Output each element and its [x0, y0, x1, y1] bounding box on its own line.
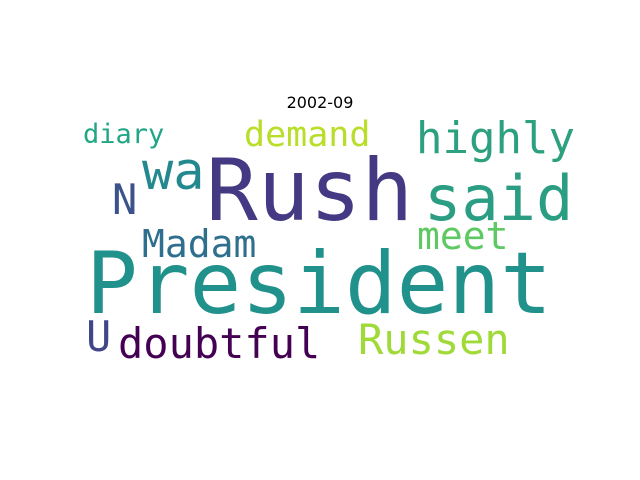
word-doubtful: doubtful — [118, 319, 320, 368]
word-wa: wa — [142, 142, 205, 202]
word-said: said — [424, 162, 573, 235]
word-rush: Rush — [206, 141, 413, 241]
word-u: U — [86, 312, 111, 361]
word-madam: Madam — [142, 222, 256, 266]
word-demand: demand — [244, 115, 370, 155]
word-highly: highly — [416, 113, 575, 164]
word-diary: diary — [83, 119, 164, 150]
word-meet: meet — [417, 214, 509, 258]
chart-title: 2002-09 — [286, 93, 354, 112]
word-n: N — [112, 175, 137, 224]
word-president: President — [86, 234, 552, 334]
word-russen: Russen — [358, 315, 510, 364]
